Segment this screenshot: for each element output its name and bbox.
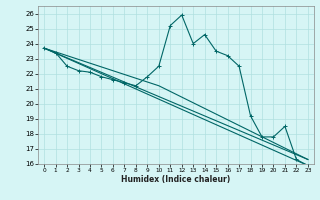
X-axis label: Humidex (Indice chaleur): Humidex (Indice chaleur) <box>121 175 231 184</box>
